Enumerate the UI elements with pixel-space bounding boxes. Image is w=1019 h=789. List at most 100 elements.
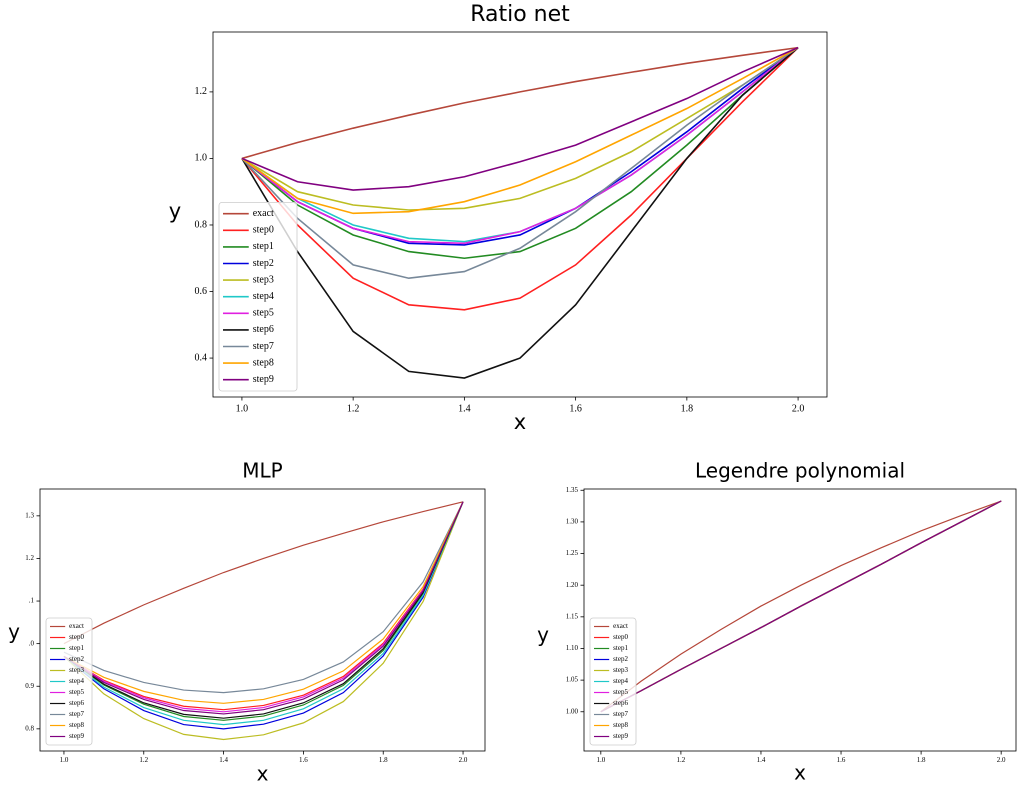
series-line <box>600 500 1002 713</box>
y-tick-label: 1.05 <box>566 676 579 684</box>
x-tick-label: 1.0 <box>236 403 249 414</box>
y-tick-label: 1.20 <box>566 581 579 589</box>
legend-label: step4 <box>613 677 628 685</box>
y-axis-label: y <box>169 199 181 223</box>
y-tick-label: 0.6 <box>195 286 208 297</box>
legend-label: step1 <box>69 644 84 652</box>
y-tick-label: 1.15 <box>566 612 579 620</box>
y-axis-label: y <box>537 623 549 647</box>
legend-label: step8 <box>69 721 84 729</box>
y-tick-label: 1.35 <box>566 486 579 494</box>
x-tick-label: 1.0 <box>596 756 605 764</box>
series-line <box>63 501 464 711</box>
x-tick-label: 1.2 <box>347 403 360 414</box>
legend-label: exact <box>613 622 628 630</box>
series-line <box>241 47 799 245</box>
series-line <box>600 500 1002 713</box>
x-tick-label: 2.0 <box>997 756 1006 764</box>
y-tick-label: 1.2 <box>25 554 34 562</box>
legend-label: step3 <box>253 274 274 285</box>
series-line <box>241 47 799 379</box>
legend-label: step7 <box>613 710 628 718</box>
x-tick-label: 1.8 <box>917 756 926 764</box>
y-tick-label: 0.8 <box>25 724 34 732</box>
axes-frame <box>212 31 828 398</box>
series-line <box>63 501 464 719</box>
axes-frame <box>39 488 486 752</box>
series-line <box>241 46 799 280</box>
y-tick-label: 1.00 <box>566 707 579 715</box>
y-tick-label: 0.9 <box>25 682 34 690</box>
x-tick-label: 1.2 <box>139 756 148 764</box>
y-tick-label: 1.3 <box>25 511 34 519</box>
series-line <box>63 501 464 713</box>
series-line <box>241 46 799 211</box>
legend-label: step2 <box>253 258 274 269</box>
legend-label: step3 <box>613 666 628 674</box>
y-tick-label: .1 <box>29 597 35 605</box>
legend-label: step7 <box>253 341 274 352</box>
x-axis-label: x <box>794 761 806 785</box>
legend-label: step8 <box>253 357 274 368</box>
y-axis-label: y <box>8 620 20 644</box>
series-line <box>63 501 464 704</box>
x-tick-label: 1.0 <box>60 756 69 764</box>
legend-box <box>45 617 93 746</box>
series-line <box>241 47 799 260</box>
series-line <box>63 501 464 730</box>
chart-title: Ratio net <box>470 2 570 27</box>
x-tick-label: 2.0 <box>792 403 805 414</box>
legend-label: step9 <box>253 374 274 385</box>
series-line <box>63 501 464 721</box>
series-line <box>63 501 464 726</box>
x-tick-label: 1.8 <box>379 756 388 764</box>
x-axis-label: x <box>257 762 269 786</box>
x-tick-label: 1.4 <box>757 756 766 764</box>
axes-frame <box>583 488 1017 752</box>
legend-label: step9 <box>69 732 84 740</box>
x-tick-label: 1.4 <box>219 756 228 764</box>
x-tick-label: 1.2 <box>677 756 686 764</box>
legend-label: step7 <box>69 710 84 718</box>
y-tick-label: 0.4 <box>195 352 208 363</box>
legend-label: step5 <box>253 308 274 319</box>
legend-label: step6 <box>253 324 274 335</box>
x-axis-label: x <box>514 410 526 434</box>
legend-label: step0 <box>613 633 628 641</box>
y-tick-label: 1.25 <box>566 549 579 557</box>
x-tick-label: 1.6 <box>299 756 308 764</box>
legend-label: step6 <box>69 699 84 707</box>
x-tick-label: 1.6 <box>569 403 582 414</box>
x-tick-label: 1.6 <box>837 756 846 764</box>
legend-label: step1 <box>613 644 628 652</box>
legend-label: step0 <box>69 633 84 641</box>
series-line <box>63 501 464 715</box>
series-line <box>241 47 799 311</box>
series-line <box>241 46 799 215</box>
x-tick-label: 1.4 <box>458 403 471 414</box>
series-line <box>241 46 799 160</box>
legend-label: step8 <box>613 721 628 729</box>
legend-label: step3 <box>69 666 84 674</box>
legend-box <box>218 201 298 392</box>
x-tick-label: 2.0 <box>459 756 468 764</box>
legend-label: exact <box>69 622 84 630</box>
series-line <box>63 501 464 741</box>
series-line <box>63 501 464 645</box>
series-line <box>63 501 464 694</box>
y-tick-label: 1.10 <box>566 644 579 652</box>
legend-label: exact <box>253 208 274 219</box>
chart-title: Legendre polynomial <box>695 459 905 483</box>
legend-label: step1 <box>253 241 274 252</box>
y-tick-label: 1.30 <box>566 518 579 526</box>
series-line <box>241 46 799 191</box>
x-tick-label: 1.8 <box>681 403 694 414</box>
legend-label: step2 <box>69 655 84 663</box>
legend-label: step6 <box>613 699 628 707</box>
legend-label: step9 <box>613 732 628 740</box>
legend-box <box>589 617 637 746</box>
y-tick-label: .0 <box>29 639 35 647</box>
y-tick-label: 0.8 <box>195 219 208 230</box>
y-tick-label: 1.0 <box>195 153 208 164</box>
